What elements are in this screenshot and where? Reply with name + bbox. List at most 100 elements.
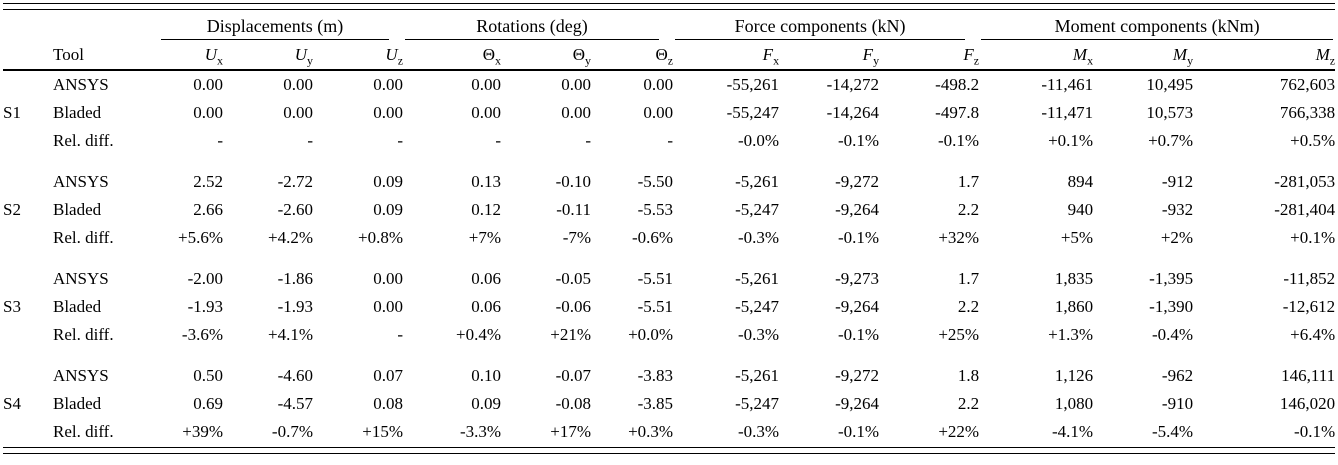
col-header-fz: Fz xyxy=(879,40,980,71)
group-header-rotations: Rotations (deg) xyxy=(403,10,673,40)
value-cell: 762,603 xyxy=(1279,75,1336,94)
value-cell: -1.93 xyxy=(277,297,313,316)
value-cell: 0.13 xyxy=(471,172,502,191)
section-label xyxy=(3,362,53,390)
value-cell: -9,264 xyxy=(835,394,880,413)
value-cell: 0.00 xyxy=(373,297,404,316)
value-cell: +15% xyxy=(362,422,404,441)
table-row: Rel. diff. +39% -0.7% +15% -3.3% +17% +0.3% -0.… xyxy=(3,418,1335,446)
tool-cell: Bladed xyxy=(53,103,102,122)
spacer-cell xyxy=(53,10,159,40)
value-cell: +7% xyxy=(468,228,502,247)
value-cell: 2.66 xyxy=(193,200,223,219)
value-cell: - xyxy=(217,131,223,150)
value-cell: +32% xyxy=(938,228,980,247)
value-cell: +2% xyxy=(1160,228,1194,247)
value-cell: -0.08 xyxy=(555,394,592,413)
value-cell: 0.08 xyxy=(373,394,404,413)
value-cell: -0.3% xyxy=(737,422,780,441)
section-label xyxy=(3,168,53,196)
value-cell: -0.1% xyxy=(837,228,880,247)
section-gap xyxy=(3,349,1335,362)
value-cell: 1.7 xyxy=(957,269,980,288)
tool-cell: Rel. diff. xyxy=(53,228,114,247)
value-cell: -4.1% xyxy=(1052,422,1094,441)
value-cell: -11,461 xyxy=(1041,75,1094,94)
value-cell: +0.5% xyxy=(1290,131,1336,150)
value-cell: +6.4% xyxy=(1290,325,1336,344)
table-row: ANSYS 0.00 0.00 0.00 0.00 0.00 0.00 -55,261 -14,… xyxy=(3,70,1335,99)
value-cell: +0.7% xyxy=(1148,131,1194,150)
value-cell: -281,404 xyxy=(1274,200,1336,219)
value-cell: -0.1% xyxy=(837,422,880,441)
value-cell: 1,860 xyxy=(1054,297,1094,316)
value-cell: -9,264 xyxy=(835,297,880,316)
value-cell: -5.4% xyxy=(1152,422,1194,441)
value-cell: -5,261 xyxy=(735,269,780,288)
col-header-my: My xyxy=(1093,40,1194,71)
value-cell: -11,471 xyxy=(1041,103,1094,122)
col-header-theta-x: Θx xyxy=(403,40,502,71)
value-cell: -2.60 xyxy=(277,200,313,219)
value-cell: -2.00 xyxy=(187,269,223,288)
table-row: Rel. diff. -3.6% +4.1% - +0.4% +21% +0.0% -0.3%… xyxy=(3,321,1335,349)
tool-cell: ANSYS xyxy=(53,269,109,288)
value-cell: - xyxy=(397,325,404,344)
section-gap-cell xyxy=(3,349,1335,362)
value-cell: -0.6% xyxy=(631,228,674,247)
value-cell: -9,264 xyxy=(835,200,880,219)
col-header-fy: Fy xyxy=(779,40,880,71)
group-header-moments: Moment components (kNm) xyxy=(979,10,1335,40)
value-cell: +0.1% xyxy=(1048,131,1094,150)
section-label xyxy=(3,70,53,99)
value-cell: -0.0% xyxy=(737,131,780,150)
value-cell: 1,126 xyxy=(1054,366,1094,385)
value-cell: 0.00 xyxy=(283,75,313,94)
group-header-label: Moment components (kNm) xyxy=(981,16,1334,40)
value-cell: -0.05 xyxy=(555,269,592,288)
tool-cell: ANSYS xyxy=(53,172,109,191)
section-gap-cell xyxy=(3,252,1335,265)
value-cell: -5.51 xyxy=(637,269,674,288)
value-cell: -5,247 xyxy=(735,394,780,413)
value-cell: +25% xyxy=(938,325,980,344)
table-body: ANSYS 0.00 0.00 0.00 0.00 0.00 0.00 -55,261 -14,… xyxy=(3,70,1335,446)
value-cell: +0.8% xyxy=(358,228,404,247)
value-cell: -0.1% xyxy=(1294,422,1336,441)
value-cell: 0.10 xyxy=(471,366,502,385)
value-cell: +5% xyxy=(1060,228,1094,247)
value-cell: -9,272 xyxy=(835,366,880,385)
value-cell: -4.57 xyxy=(277,394,313,413)
value-cell: -9,273 xyxy=(835,269,880,288)
section-label: S3 xyxy=(3,297,21,316)
value-cell: - xyxy=(495,131,502,150)
value-cell: +21% xyxy=(550,325,592,344)
value-cell: -1,390 xyxy=(1149,297,1194,316)
section-gap-cell xyxy=(3,155,1335,168)
value-cell: +0.3% xyxy=(628,422,674,441)
value-cell: 2.52 xyxy=(193,172,223,191)
value-cell: 0.00 xyxy=(561,75,592,94)
tool-cell: ANSYS xyxy=(53,75,109,94)
tool-cell: ANSYS xyxy=(53,366,109,385)
table-row: S3 Bladed -1.93 -1.93 0.00 0.06 -0.06 -5.51 -5,2… xyxy=(3,293,1335,321)
tool-cell: Bladed xyxy=(53,394,102,413)
spacer-cell xyxy=(3,10,53,40)
value-cell: 1.8 xyxy=(957,366,980,385)
value-cell: - xyxy=(667,131,674,150)
value-cell: 0.09 xyxy=(471,394,502,413)
value-cell: 0.00 xyxy=(643,103,674,122)
group-header-displacements: Displacements (m) xyxy=(159,10,403,40)
comparison-table: Displacements (m) Rotations (deg) Force … xyxy=(3,10,1336,446)
value-cell: 0.09 xyxy=(373,200,404,219)
value-cell: -4.60 xyxy=(277,366,313,385)
value-cell: -0.4% xyxy=(1152,325,1194,344)
value-cell: +22% xyxy=(938,422,980,441)
group-header-row: Displacements (m) Rotations (deg) Force … xyxy=(3,10,1335,40)
col-header-uy: Uy xyxy=(223,40,313,71)
value-cell: -281,053 xyxy=(1274,172,1336,191)
value-cell: 1,835 xyxy=(1054,269,1094,288)
value-cell: -0.3% xyxy=(737,325,780,344)
value-cell: 0.00 xyxy=(373,269,404,288)
